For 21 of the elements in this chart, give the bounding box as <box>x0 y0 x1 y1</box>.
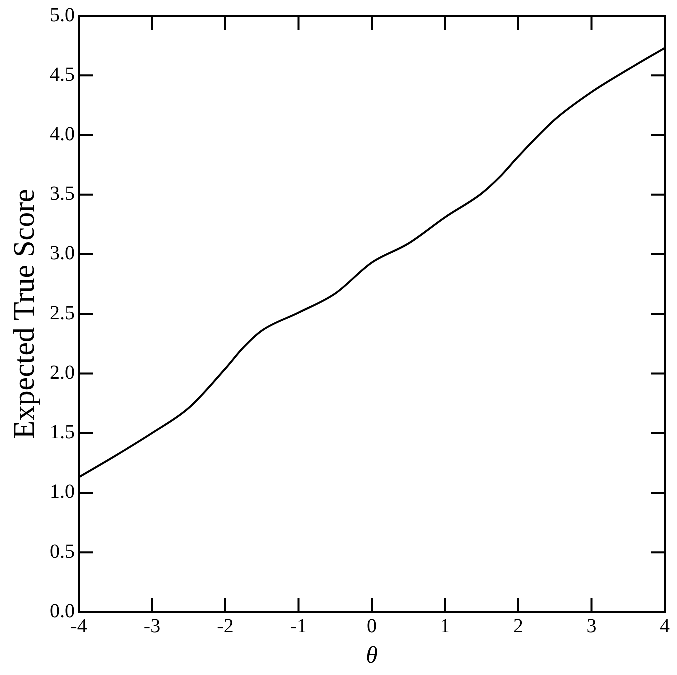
x-tick-label: 0 <box>367 615 377 638</box>
y-tick-label: 4.0 <box>50 123 75 146</box>
x-tick-label: -3 <box>144 615 161 638</box>
y-tick-label: 0.0 <box>50 600 75 622</box>
x-tick-label: 3 <box>586 615 597 638</box>
x-tick-label: 2 <box>514 615 524 638</box>
y-tick-label: 5.0 <box>50 4 75 26</box>
x-tick-label: -1 <box>290 615 308 638</box>
y-tick-label: 2.0 <box>50 362 75 384</box>
y-axis-title: Expected True Score <box>8 189 41 440</box>
x-tick-label: -2 <box>217 615 234 638</box>
y-tick-label: 4.5 <box>50 64 75 86</box>
y-tick-label: 3.5 <box>50 183 75 206</box>
y-tick-label: 3.0 <box>50 242 75 265</box>
y-tick-label: 1.0 <box>50 481 75 504</box>
y-tick-label: 2.5 <box>50 302 75 324</box>
x-tick-label: 1 <box>440 615 450 638</box>
x-axis-title: θ <box>366 642 378 669</box>
y-tick-label: 1.5 <box>50 422 75 444</box>
y-tick-label: 0.5 <box>50 540 75 563</box>
x-tick-label: 4 <box>660 615 670 638</box>
